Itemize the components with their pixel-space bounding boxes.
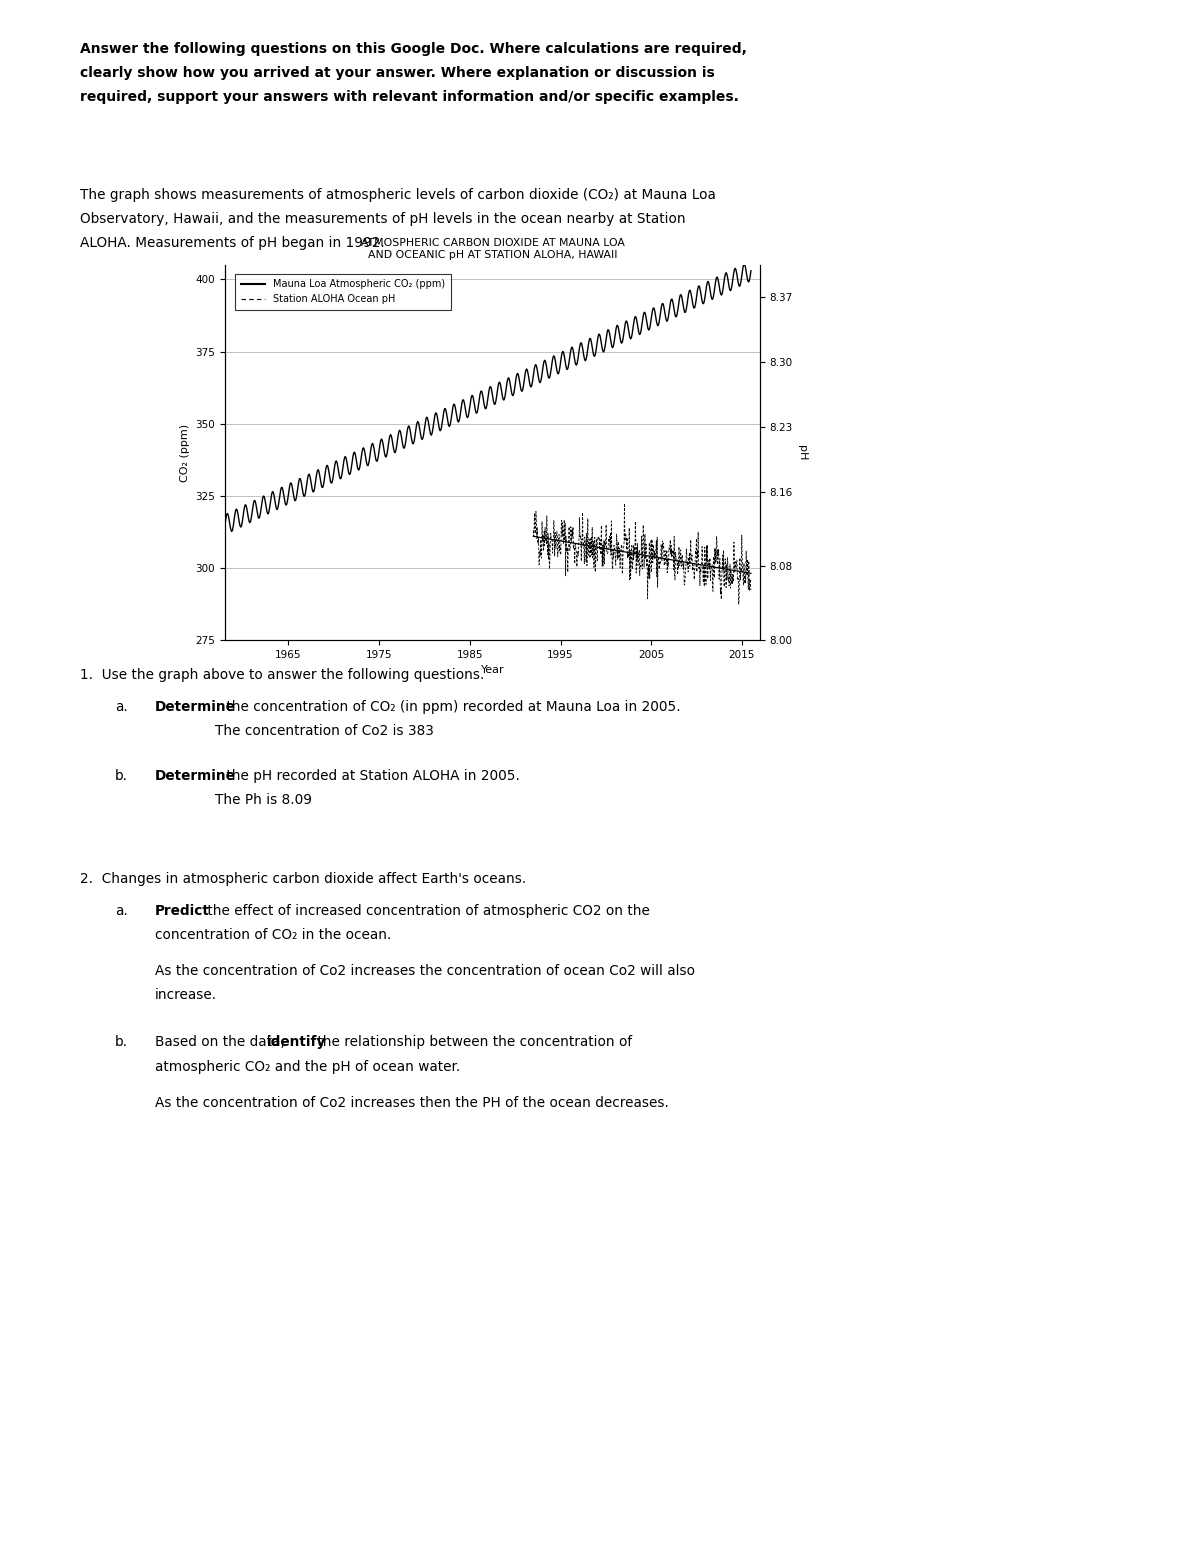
X-axis label: Year: Year: [481, 665, 504, 676]
Text: identify: identify: [268, 1036, 326, 1050]
Text: Predict: Predict: [155, 904, 210, 918]
Title: ATMOSPHERIC CARBON DIOXIDE AT MAUNA LOA
AND OCEANIC pH AT STATION ALOHA, HAWAII: ATMOSPHERIC CARBON DIOXIDE AT MAUNA LOA …: [360, 239, 624, 259]
Text: increase.: increase.: [155, 988, 217, 1002]
Text: Determine: Determine: [155, 700, 236, 714]
Text: a.: a.: [115, 904, 127, 918]
Text: Determine: Determine: [155, 769, 236, 783]
Text: the relationship between the concentration of: the relationship between the concentrati…: [313, 1036, 632, 1050]
Legend: Mauna Loa Atmospheric CO₂ (ppm), Station ALOHA Ocean pH: Mauna Loa Atmospheric CO₂ (ppm), Station…: [235, 273, 451, 311]
Text: b.: b.: [115, 769, 128, 783]
Text: As the concentration of Co2 increases the concentration of ocean Co2 will also: As the concentration of Co2 increases th…: [155, 964, 695, 978]
Text: 2.  Changes in atmospheric carbon dioxide affect Earth's oceans.: 2. Changes in atmospheric carbon dioxide…: [80, 873, 527, 887]
Text: a.: a.: [115, 700, 127, 714]
Text: the pH recorded at Station ALOHA in 2005.: the pH recorded at Station ALOHA in 2005…: [222, 769, 520, 783]
Text: The graph shows measurements of atmospheric levels of carbon dioxide (CO₂) at Ma: The graph shows measurements of atmosphe…: [80, 188, 716, 202]
Text: clearly show how you arrived at your answer. Where explanation or discussion is: clearly show how you arrived at your ans…: [80, 67, 715, 81]
Text: b.: b.: [115, 1036, 128, 1050]
Text: atmospheric CO₂ and the pH of ocean water.: atmospheric CO₂ and the pH of ocean wate…: [155, 1059, 461, 1073]
Y-axis label: CO₂ (ppm): CO₂ (ppm): [180, 424, 190, 481]
Text: the concentration of CO₂ (in ppm) recorded at Mauna Loa in 2005.: the concentration of CO₂ (in ppm) record…: [222, 700, 680, 714]
Text: Based on the data,: Based on the data,: [155, 1036, 289, 1050]
Text: As the concentration of Co2 increases then the PH of the ocean decreases.: As the concentration of Co2 increases th…: [155, 1095, 668, 1110]
Text: The Ph is 8.09: The Ph is 8.09: [215, 794, 312, 808]
Text: concentration of CO₂ in the ocean.: concentration of CO₂ in the ocean.: [155, 929, 391, 943]
Text: the effect of increased concentration of atmospheric CO2 on the: the effect of increased concentration of…: [203, 904, 650, 918]
Text: The concentration of Co2 is 383: The concentration of Co2 is 383: [215, 724, 434, 738]
Text: Observatory, Hawaii, and the measurements of pH levels in the ocean nearby at St: Observatory, Hawaii, and the measurement…: [80, 213, 685, 227]
Text: required, support your answers with relevant information and/or specific example: required, support your answers with rele…: [80, 90, 739, 104]
Text: Answer the following questions on this Google Doc. Where calculations are requir: Answer the following questions on this G…: [80, 42, 746, 56]
Y-axis label: pH: pH: [797, 444, 806, 460]
Text: 1.  Use the graph above to answer the following questions.: 1. Use the graph above to answer the fol…: [80, 668, 485, 682]
Text: ALOHA. Measurements of pH began in 1992.: ALOHA. Measurements of pH began in 1992.: [80, 236, 385, 250]
